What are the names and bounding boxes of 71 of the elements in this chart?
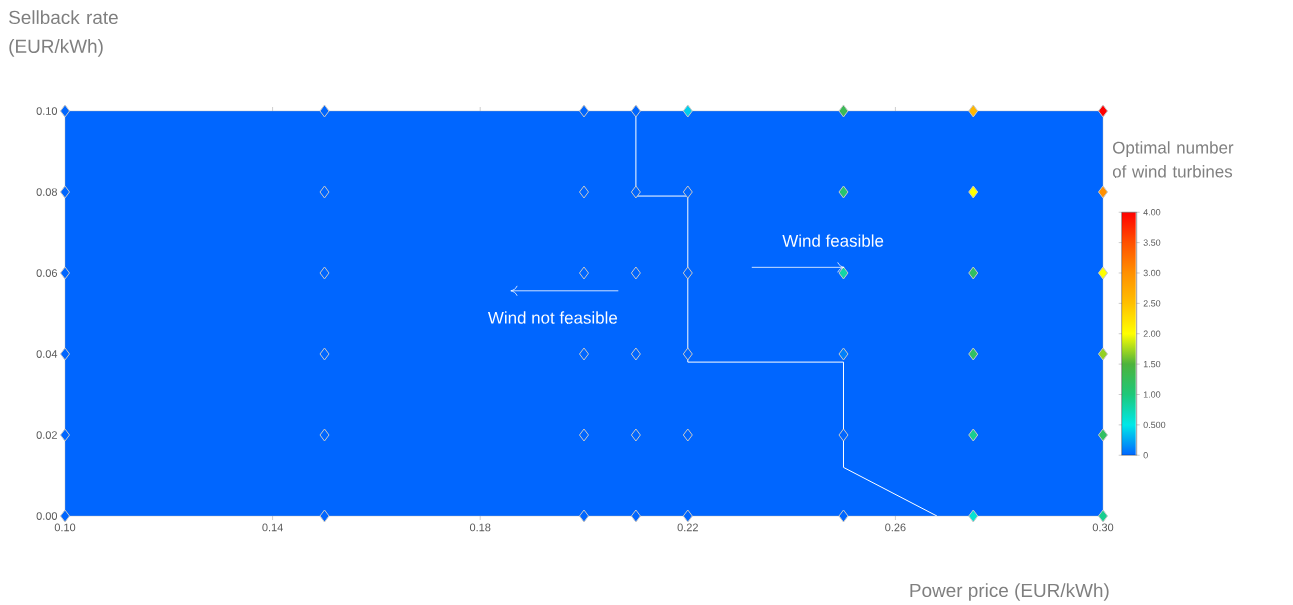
point (968, 266, 979, 280)
point (579, 509, 589, 523)
point (838, 347, 849, 361)
point (319, 266, 330, 280)
point (682, 347, 693, 361)
point (682, 266, 693, 280)
point (838, 185, 849, 199)
color-bar-label: 2.00 (1143, 330, 1161, 337)
y-tick-label: 0.04 (36, 350, 58, 358)
color-bar-title: Optimal number of wind turbines (1112, 141, 1234, 178)
x-tick-label: 0.26 (885, 523, 906, 532)
y-tick-label: 0.10 (36, 107, 58, 115)
x-tick-label: 0.30 (1092, 523, 1114, 532)
point (319, 428, 330, 442)
point (838, 266, 849, 280)
annotation: Wind not feasible (487, 311, 618, 324)
color-bar-label: 3.00 (1143, 269, 1161, 277)
point (968, 428, 979, 442)
x-tick-label: 0.14 (262, 523, 283, 532)
point (60, 347, 70, 361)
color-bar-label: 0.500 (1143, 421, 1166, 429)
point (682, 428, 693, 442)
point (838, 428, 849, 442)
point (630, 185, 641, 199)
point (319, 509, 330, 523)
point (1097, 347, 1108, 361)
point (579, 104, 589, 118)
y-tick-label: 0.02 (36, 431, 57, 439)
x-tick-label: 0.22 (677, 523, 698, 532)
x-tick-label: 0.18 (469, 523, 491, 532)
point (1097, 185, 1108, 199)
annotation: Wind feasible (782, 234, 884, 247)
point (319, 185, 330, 199)
point (60, 266, 70, 280)
point (579, 428, 589, 442)
point (319, 104, 330, 118)
y-tick-label: 0.08 (36, 188, 57, 196)
point (682, 509, 693, 523)
point (968, 185, 979, 199)
point (1097, 266, 1108, 280)
point (968, 509, 979, 523)
point (60, 104, 70, 118)
color-bar-label: 1.00 (1143, 391, 1161, 398)
point (682, 104, 693, 118)
color-bar-label: 4.00 (1143, 209, 1161, 216)
point (968, 347, 979, 361)
point (579, 185, 589, 199)
point (630, 509, 641, 523)
point (630, 104, 641, 118)
y-tick-label: 0.00 (36, 512, 58, 520)
point (838, 104, 849, 118)
point (1097, 104, 1108, 118)
y-axis-title: Sellback rate (EUR/kWh) (9, 10, 118, 57)
point (838, 509, 849, 523)
color-bar-label: 3.50 (1143, 239, 1161, 246)
color-bar-label: 1.50 (1143, 360, 1161, 368)
point (60, 428, 70, 442)
point (60, 185, 70, 199)
point (60, 509, 70, 523)
color-bar-label: 2.50 (1143, 300, 1161, 307)
color-bar-label: 0 (1143, 452, 1148, 459)
point (682, 185, 693, 199)
y-tick-label: 0.06 (36, 269, 57, 277)
point (1097, 428, 1108, 442)
point (579, 266, 589, 280)
point (579, 347, 589, 361)
point (1097, 509, 1108, 523)
point (968, 104, 979, 118)
x-axis-title: Power price (EUR/kWh) (910, 583, 1109, 601)
point (319, 347, 330, 361)
x-tick-label: 0.10 (54, 523, 76, 532)
